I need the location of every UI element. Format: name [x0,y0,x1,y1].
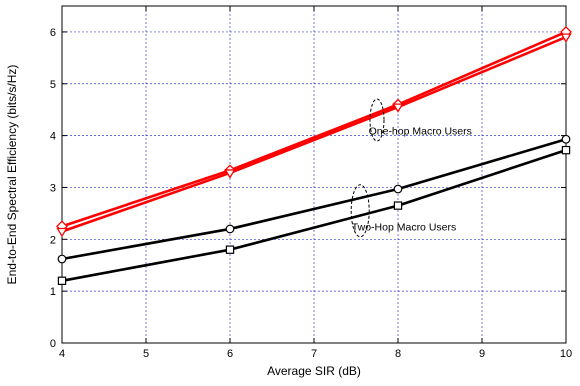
data-point-marker [57,276,67,285]
series-line [61,35,567,233]
data-point-marker [560,33,572,43]
group-ellipse [369,98,385,142]
axis-ticks: 4 5 6 7 8 9 10 0 1 2 3 4 5 6 [50,6,572,360]
annotation-label: One-hop Macro Users [369,125,472,137]
y-tick-label: 0 [50,338,56,350]
x-tick-label: 9 [479,348,485,360]
y-tick-label: 6 [50,27,56,39]
data-point-marker [56,227,68,238]
x-axis-label: Average SIR (dB) [267,364,361,378]
x-tick-label: 8 [395,348,401,360]
series-4 [57,145,571,285]
group-ellipse [350,184,370,238]
y-tick-label: 3 [50,182,56,194]
y-tick-label: 5 [50,79,56,91]
x-tick-label: 7 [311,348,317,360]
annotation-label: Two-Hop Macro Users [352,221,456,233]
y-axis-label: End-to-End Spectral Efficiency (bits/s/H… [5,65,19,285]
y-tick-label: 1 [50,286,56,298]
series-line [61,137,567,261]
grid [62,6,566,343]
data-point-marker [561,145,571,155]
series-layer [56,26,572,285]
x-tick-label: 10 [560,348,572,360]
y-tick-label: 4 [50,131,56,143]
data-point-marker [393,201,403,210]
data-point-marker [393,184,403,194]
data-point-marker [561,134,571,144]
data-point-marker [392,103,404,113]
data-point-marker [225,224,235,234]
series-line [61,148,567,283]
data-point-marker [224,169,236,179]
data-point-marker [225,245,235,254]
data-point-marker [57,254,67,264]
x-tick-label: 5 [143,348,149,360]
series-line [61,30,567,228]
x-tick-label: 6 [227,348,233,360]
annotations: One-hop Macro Users Two-Hop Macro Users [350,98,472,238]
series-3 [57,134,571,264]
x-tick-label: 4 [59,348,65,360]
series-1 [56,26,572,233]
series-2 [56,33,572,238]
y-tick-label: 2 [50,234,56,246]
